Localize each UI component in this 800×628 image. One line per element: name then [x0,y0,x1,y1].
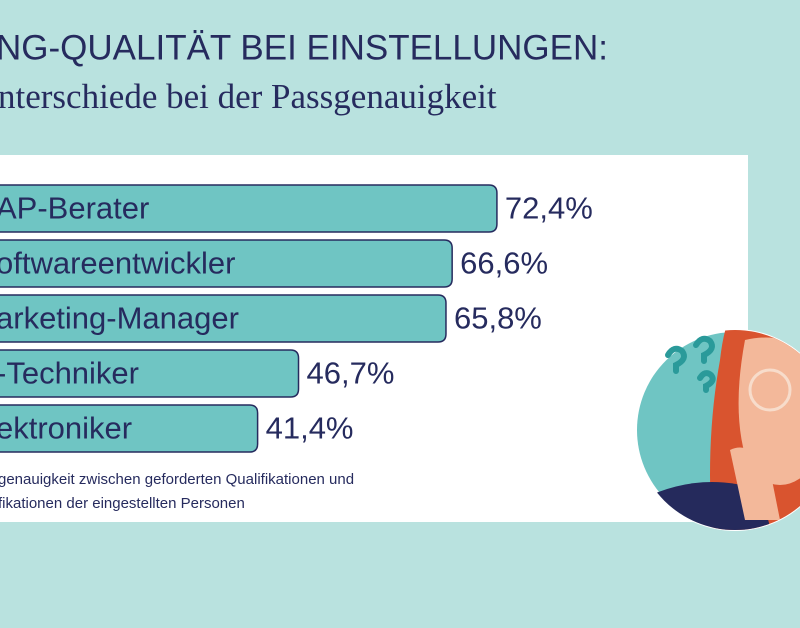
glasses [748,368,792,412]
category-label: AP-Berater [0,191,149,226]
value-label: 66,6% [460,246,548,281]
value-label: 65,8% [454,301,542,336]
value-label: 72,4% [505,191,593,226]
question-mark [697,370,716,393]
bar [0,404,259,453]
note: genauigkeit zwischen geforderten Qualifi… [0,471,354,488]
category-label: arketing-Manager [0,301,239,336]
bar [0,184,498,233]
hand [730,447,780,520]
bar [0,349,300,398]
title: NG-QUALITÄT BEI EINSTELLUNGEN: [0,28,608,67]
question-mark [665,345,687,374]
category-label: -Techniker [0,356,139,391]
note: fikationen der eingestellten Personen [0,495,245,512]
category-label: oftwareentwickler [0,246,235,281]
subtitle: nterschiede bei der Passgenauigkeit [0,77,497,116]
category-label: ektroniker [0,411,132,446]
bar [0,239,453,288]
question-mark [693,335,715,364]
value-label: 46,7% [307,356,395,391]
bar [0,294,447,343]
bars: AP-Berater 72,4% oftwareentwickler 66,6% ark… [0,184,593,453]
value-label: 41,4% [266,411,354,446]
